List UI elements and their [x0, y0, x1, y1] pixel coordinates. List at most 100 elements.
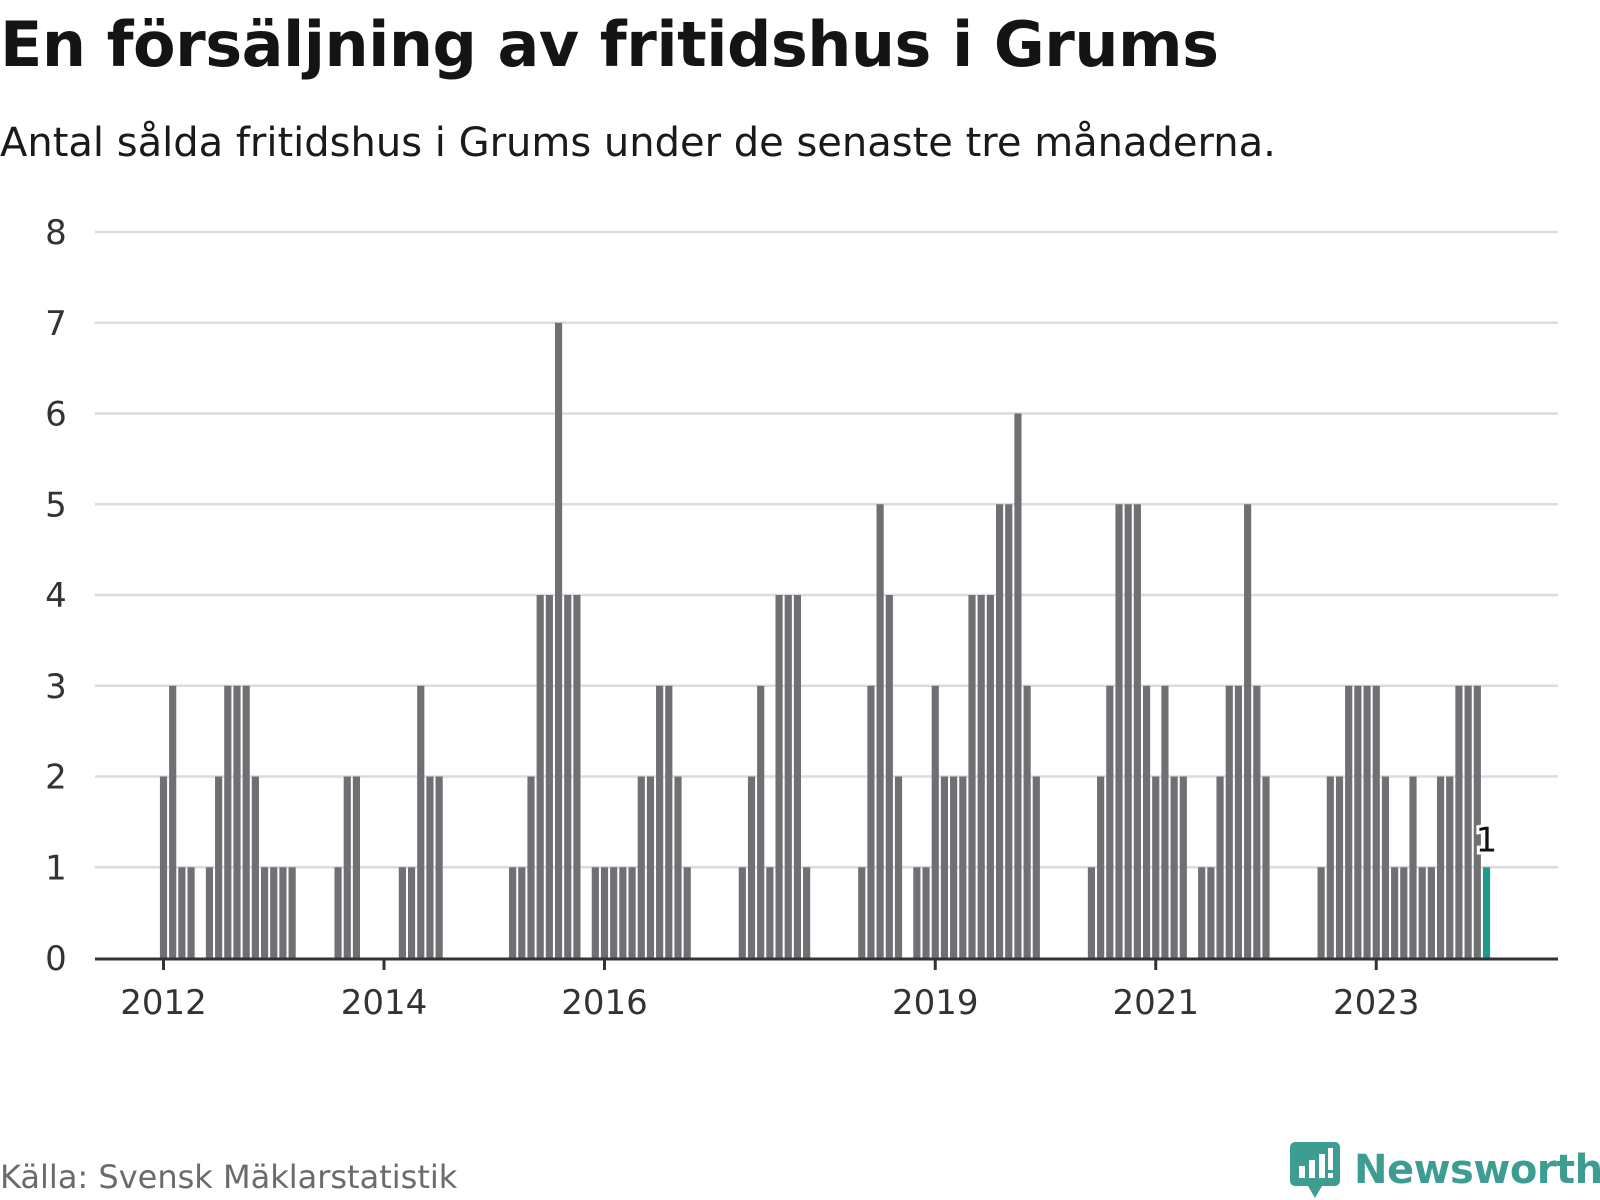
bar [1464, 685, 1472, 958]
bar [1106, 685, 1114, 958]
bar [407, 867, 416, 958]
bar [509, 867, 517, 958]
bar [931, 685, 939, 958]
y-tick-label: 3 [45, 667, 67, 707]
brand-name: Newsworthy [1354, 1147, 1600, 1193]
bar [426, 776, 434, 958]
bar [1354, 685, 1362, 958]
x-tick-label: 2023 [1333, 983, 1420, 1023]
bar [940, 776, 949, 958]
bar [1455, 685, 1463, 958]
bar [1409, 776, 1417, 958]
bar [169, 685, 177, 958]
bar [260, 867, 269, 958]
bar [628, 867, 636, 958]
bar [766, 867, 774, 958]
bar [1253, 685, 1261, 958]
bar [1133, 504, 1141, 958]
bar [1216, 776, 1224, 958]
bar [251, 776, 259, 958]
bar [894, 776, 903, 958]
bar [683, 867, 691, 958]
bar [619, 867, 627, 958]
bar [518, 867, 526, 958]
bar [591, 867, 599, 958]
bar [1446, 776, 1454, 958]
bar [922, 867, 930, 958]
bar [1473, 685, 1481, 958]
bar [1326, 776, 1334, 958]
bar [1400, 867, 1408, 958]
bar [1179, 776, 1187, 958]
bar [187, 867, 195, 958]
y-tick-label: 6 [45, 395, 67, 435]
bar [1372, 685, 1380, 958]
bar [867, 685, 875, 958]
bar [288, 867, 296, 958]
y-tick-label: 0 [45, 939, 67, 979]
y-axis-ticks: 0 1 2 3 4 5 6 7 8 [45, 213, 67, 979]
bar [527, 776, 535, 958]
bar [858, 867, 866, 958]
bar [1436, 776, 1445, 958]
bar [775, 595, 783, 958]
bar [435, 776, 443, 958]
bar-highlight [1482, 867, 1491, 958]
bar [1087, 867, 1096, 958]
bar [1142, 685, 1151, 958]
gridlines [95, 230, 1558, 869]
bar [159, 776, 168, 958]
bar [1152, 776, 1160, 958]
bar [1244, 504, 1252, 958]
bar [270, 867, 278, 958]
bar [178, 867, 186, 958]
bar [1427, 867, 1435, 958]
bar [1345, 685, 1353, 958]
y-tick-label: 7 [45, 304, 67, 344]
bar [738, 867, 746, 958]
newsworthy-logo-icon [1290, 1142, 1340, 1198]
bar [674, 776, 682, 958]
bar [757, 685, 765, 958]
bar [1207, 867, 1215, 958]
x-tick-label: 2014 [341, 983, 428, 1023]
bar [913, 867, 921, 958]
bar [1225, 685, 1233, 958]
bar [1262, 776, 1270, 958]
x-tick-label: 2012 [120, 983, 207, 1023]
bar [398, 867, 406, 958]
bar [215, 776, 223, 958]
chart-title: En försäljning av fritidshus i Grums [0, 8, 1219, 81]
bar [1032, 776, 1040, 958]
bar [665, 685, 673, 958]
bar [950, 776, 958, 958]
bar [564, 595, 572, 958]
bar [1363, 685, 1371, 958]
bar [1014, 413, 1022, 958]
bar [1198, 867, 1206, 958]
bar [233, 685, 241, 958]
y-tick-label: 2 [45, 758, 67, 798]
bar [545, 595, 553, 958]
bar [352, 776, 361, 958]
bar [417, 685, 425, 958]
bar [1418, 867, 1426, 958]
bar [968, 595, 976, 958]
y-tick-label: 1 [45, 848, 67, 888]
x-tick-label: 2016 [561, 983, 648, 1023]
bar [1381, 776, 1390, 958]
bar [784, 595, 792, 958]
bar [885, 595, 893, 958]
bar [1335, 776, 1344, 958]
bar [536, 595, 544, 958]
bar [986, 595, 994, 958]
bar [793, 595, 802, 958]
data-label: 1 [1476, 820, 1498, 860]
y-tick-label: 8 [45, 213, 67, 253]
bar [1115, 504, 1123, 958]
bar [600, 867, 609, 958]
bar [1023, 685, 1031, 958]
bar [1124, 504, 1132, 958]
bar [1097, 776, 1105, 958]
